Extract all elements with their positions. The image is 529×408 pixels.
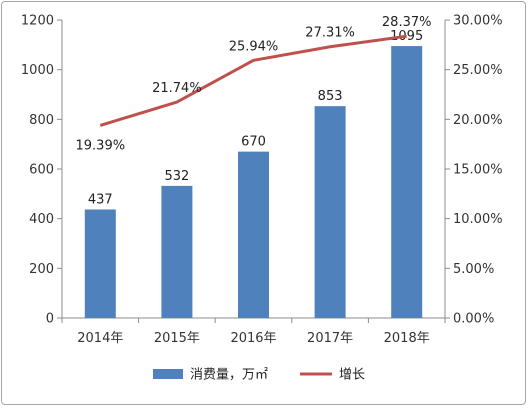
left-y-axis-tick-labels: 0 200 400 600 800 1000 1200 xyxy=(21,14,54,327)
right-y-tick-label: 10.00% xyxy=(453,212,503,227)
bar-data-label: 532 xyxy=(164,169,189,184)
right-y-tick-label: 5.00% xyxy=(453,262,494,277)
x-tick-label: 2018年 xyxy=(384,331,430,346)
bar-series xyxy=(84,46,423,319)
bar-data-label: 437 xyxy=(88,192,113,207)
right-y-axis-tick-labels: 0.00% 5.00% 10.00% 15.00% 20.00% 25.00% 30.00% xyxy=(453,14,503,327)
x-axis-tick-labels: 2014年 2015年 2016年 2017年 2018年 xyxy=(77,331,429,346)
line-series xyxy=(99,34,407,127)
left-y-tick-label: 1200 xyxy=(21,14,54,29)
x-tick-label: 2017年 xyxy=(307,331,353,346)
right-y-tick-label: 30.00% xyxy=(453,14,503,29)
line-data-label: 19.39% xyxy=(76,138,126,153)
legend-label-line: 增长 xyxy=(339,368,365,383)
legend-swatch-bar xyxy=(153,369,183,379)
right-y-tick-label: 25.00% xyxy=(453,63,503,78)
line-data-label: 25.94% xyxy=(229,39,279,54)
left-y-tick-label: 200 xyxy=(29,262,54,277)
legend: 消费量，万㎡ 增长 xyxy=(153,368,365,383)
axes xyxy=(57,19,450,323)
left-y-tick-label: 600 xyxy=(29,163,54,178)
x-tick-label: 2015年 xyxy=(154,331,200,346)
left-y-tick-label: 1000 xyxy=(21,63,54,78)
right-y-tick-label: 20.00% xyxy=(453,113,503,128)
bar xyxy=(391,46,423,318)
left-y-tick-label: 400 xyxy=(29,212,54,227)
right-y-tick-label: 0.00% xyxy=(453,312,494,327)
line-data-label: 21.74% xyxy=(152,81,202,96)
bar xyxy=(238,151,269,318)
legend-label-bar: 消费量，万㎡ xyxy=(190,368,268,383)
right-y-tick-label: 15.00% xyxy=(453,163,503,178)
growth-line xyxy=(99,34,407,127)
left-y-tick-label: 800 xyxy=(29,113,54,128)
bar-data-label: 670 xyxy=(241,135,266,150)
bar xyxy=(161,185,193,318)
bar-data-label: 853 xyxy=(318,89,343,104)
bar xyxy=(84,209,116,318)
x-tick-label: 2016年 xyxy=(230,331,276,346)
line-data-label: 27.31% xyxy=(305,26,355,41)
x-tick-label: 2014年 xyxy=(77,331,123,346)
left-y-tick-label: 0 xyxy=(46,312,54,327)
line-data-labels: 19.39% 21.74% 25.94% 27.31% 28.37% xyxy=(76,15,432,153)
bar xyxy=(314,106,346,319)
line-data-label: 28.37% xyxy=(382,15,432,30)
